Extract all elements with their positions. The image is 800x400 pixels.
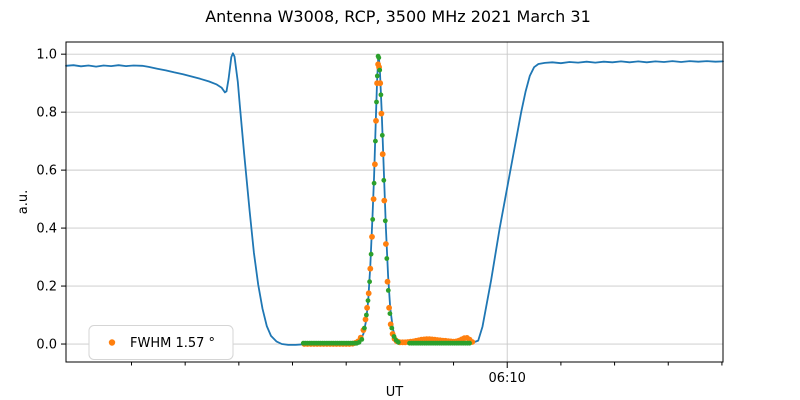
gaussian-fit-orange-point — [377, 80, 384, 87]
y-tick-label: 0.2 — [36, 280, 57, 295]
gaussian-fit-orange-point — [386, 304, 392, 311]
gaussian-fit-green-point — [365, 298, 371, 303]
y-tick-label: 0.8 — [36, 106, 57, 121]
gaussian-fit-green-point — [359, 337, 365, 342]
x-axis-label: UT — [386, 385, 404, 400]
axis-ticks: 0.0 0.2 0.4 0.6 0.8 1.0 06:10 — [36, 48, 723, 386]
gaussian-fit-green-point — [373, 138, 378, 144]
legend-label: FWHM 1.57 ° — [130, 336, 215, 351]
gaussian-fit-orange-point — [381, 197, 388, 204]
gaussian-fit-orange-point — [369, 233, 375, 240]
y-tick-label: 0.0 — [36, 338, 57, 353]
gaussian-fit-green-point — [362, 325, 367, 331]
gaussian-fit-green-point — [371, 180, 377, 186]
gaussian-fit-green-point — [378, 92, 384, 98]
gaussian-fit-green-points — [300, 53, 472, 346]
gaussian-fit-orange-point — [378, 110, 385, 117]
gaussian-fit-orange-point — [384, 278, 391, 285]
gaussian-fit-orange-point — [362, 316, 369, 323]
drift-scan-signal-line — [65, 52, 724, 346]
gaussian-fit-green-point — [389, 325, 395, 331]
gaussian-fit-orange-point — [370, 196, 377, 203]
gaussian-fit-green-point — [385, 288, 391, 293]
gaussian-fit-green-point — [367, 279, 372, 285]
chart-title: Antenna W3008, RCP, 3500 MHz 2021 March … — [205, 7, 591, 26]
y-tick-label: 1.0 — [36, 48, 57, 63]
y-axis-label: a.u. — [16, 190, 31, 214]
gaussian-fit-green-point — [368, 251, 374, 257]
gaussian-fit-green-point — [381, 177, 387, 183]
gaussian-fit-green-point — [467, 340, 472, 346]
gaussian-fit-green-point — [379, 132, 385, 138]
gaussian-fit-green-point — [387, 311, 393, 316]
gaussian-fit-green-point — [376, 55, 382, 61]
legend: FWHM 1.57 ° — [88, 325, 234, 360]
gaussian-fit-orange-point — [379, 151, 386, 158]
gaussian-fit-green-point — [377, 67, 383, 73]
gaussian-fit-orange-point — [367, 265, 374, 272]
gaussian-fit-orange-point — [365, 290, 372, 297]
y-tick-label: 0.6 — [36, 164, 57, 179]
gaussian-fit-green-point — [382, 218, 388, 224]
gaussian-fit-orange-point — [364, 304, 370, 311]
gaussian-fit-green-point — [374, 73, 380, 79]
gaussian-fit-orange-point — [372, 161, 378, 168]
x-tick-label: 06:10 — [488, 371, 525, 386]
gaussian-fit-green-point — [384, 256, 390, 261]
gaussian-fit-orange-point — [383, 241, 389, 247]
gaussian-fit-green-point — [395, 339, 401, 345]
gaussian-fit-orange-points — [301, 61, 476, 347]
legend-box — [88, 325, 234, 360]
gaussian-fit-green-point — [374, 99, 379, 105]
gaussian-fit-green-point — [391, 334, 397, 339]
gaussian-fit-green-point — [364, 312, 369, 318]
plot-border — [65, 41, 724, 363]
data-series — [65, 52, 724, 347]
gridlines — [66, 42, 723, 362]
y-tick-label: 0.4 — [36, 222, 57, 237]
gaussian-fit-orange-point — [373, 117, 379, 124]
gaussian-fit-green-point — [370, 217, 376, 222]
legend-marker-icon — [108, 339, 116, 346]
